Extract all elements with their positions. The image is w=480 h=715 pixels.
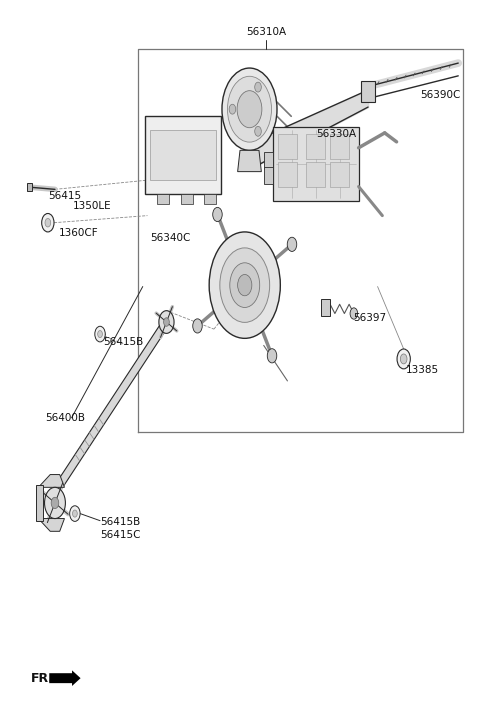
Circle shape <box>97 330 102 337</box>
Circle shape <box>222 68 277 150</box>
Polygon shape <box>145 117 221 194</box>
Polygon shape <box>38 518 64 531</box>
Circle shape <box>350 308 358 319</box>
FancyArrow shape <box>49 671 81 686</box>
Circle shape <box>267 349 277 363</box>
Bar <box>264 167 273 184</box>
Text: 13385: 13385 <box>406 365 439 375</box>
Text: 56400B: 56400B <box>46 413 85 423</box>
Bar <box>204 194 216 204</box>
Bar <box>264 152 273 169</box>
Bar <box>306 134 325 159</box>
Circle shape <box>220 248 270 322</box>
Bar <box>157 194 169 204</box>
Polygon shape <box>238 150 261 172</box>
Text: 56415B: 56415B <box>100 517 140 527</box>
Text: 56310A: 56310A <box>246 27 286 37</box>
Circle shape <box>164 317 169 326</box>
Text: 1360CF: 1360CF <box>59 228 98 238</box>
Text: 56415C: 56415C <box>100 530 141 540</box>
Circle shape <box>255 82 261 92</box>
Circle shape <box>45 488 65 518</box>
Text: 56340C: 56340C <box>150 233 190 243</box>
Circle shape <box>229 104 236 114</box>
Bar <box>330 162 349 187</box>
Circle shape <box>42 214 54 232</box>
Circle shape <box>159 311 174 333</box>
Bar <box>36 485 43 521</box>
Text: 56415: 56415 <box>48 192 81 202</box>
Bar <box>278 134 297 159</box>
Circle shape <box>45 219 51 227</box>
Text: 1350LE: 1350LE <box>73 202 112 212</box>
Circle shape <box>237 91 262 128</box>
Polygon shape <box>38 475 64 488</box>
Text: 56330A: 56330A <box>316 129 356 139</box>
Circle shape <box>193 319 202 333</box>
Circle shape <box>70 506 80 521</box>
Bar <box>278 162 297 187</box>
Bar <box>306 162 325 187</box>
Text: 56390C: 56390C <box>420 90 461 100</box>
Circle shape <box>287 237 297 252</box>
Circle shape <box>230 263 260 307</box>
Bar <box>150 130 216 180</box>
Circle shape <box>95 326 105 342</box>
Polygon shape <box>46 319 169 506</box>
Bar <box>27 183 32 192</box>
Circle shape <box>397 349 410 369</box>
Bar <box>361 81 375 102</box>
Circle shape <box>255 127 261 137</box>
Bar <box>330 134 349 159</box>
Circle shape <box>238 275 252 296</box>
Circle shape <box>51 497 59 508</box>
Text: 56397: 56397 <box>353 313 386 323</box>
Bar <box>321 300 330 316</box>
Circle shape <box>209 232 280 338</box>
Polygon shape <box>273 127 359 202</box>
Text: FR.: FR. <box>31 672 54 686</box>
Circle shape <box>72 510 77 517</box>
Bar <box>180 194 192 204</box>
Circle shape <box>213 207 222 222</box>
Circle shape <box>400 354 407 364</box>
Circle shape <box>228 77 272 142</box>
Text: 56415B: 56415B <box>103 337 144 347</box>
